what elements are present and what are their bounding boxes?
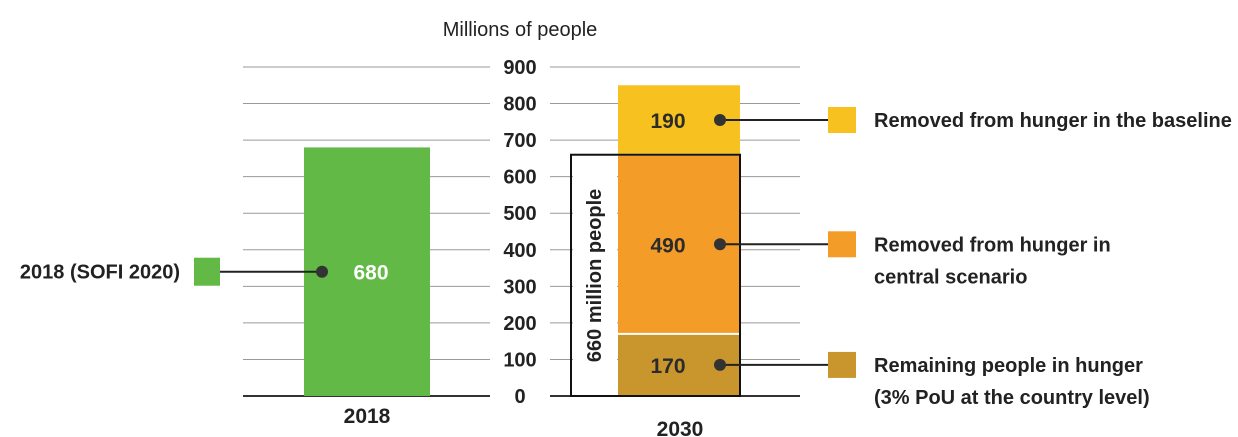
y-tick-label-300: 300 bbox=[503, 276, 536, 298]
y-tick-label-100: 100 bbox=[503, 349, 536, 371]
legend-swatch-2018-sofi-2020 bbox=[194, 257, 220, 286]
legend-connector-dot-removed-from-hunger-in-central-scenario bbox=[714, 238, 726, 251]
data-label-2030-removed-from-hunger-in-the-baseline: 190 bbox=[650, 110, 685, 133]
y-axis-ticks: 0 100 200 300 400 500 600 700 800 900 bbox=[503, 57, 536, 408]
legend-label-2018-sofi-2020: 2018 (SOFI 2020) bbox=[20, 262, 180, 284]
x-category-label-2018: 2018 bbox=[344, 405, 391, 428]
y-tick-label-400: 400 bbox=[503, 240, 536, 262]
y-tick-label-900: 900 bbox=[503, 57, 536, 79]
data-label-2030-removed-from-hunger-in-central-scenario: 490 bbox=[650, 234, 685, 257]
legend-swatch-remaining-people-in-hunger-3-pou-at-the-country-level bbox=[828, 351, 856, 378]
data-label-2018-2018-sofi-2020: 680 bbox=[353, 262, 388, 285]
y-tick-label-700: 700 bbox=[503, 130, 536, 152]
x-category-label-2030: 2030 bbox=[657, 418, 704, 437]
annotation-label: 660 million people bbox=[584, 189, 606, 362]
legend-swatch-removed-from-hunger-in-the-baseline bbox=[828, 107, 856, 134]
annotation-background bbox=[573, 155, 617, 395]
legend-connector-dot-removed-from-hunger-in-the-baseline bbox=[714, 114, 726, 127]
legend-label-remaining-people-in-hunger-3-pou-at-the-country-level: Remaining people in hunger (3% PoU at the… bbox=[874, 355, 1150, 409]
legend-label-removed-from-hunger-in-the-baseline: Removed from hunger in the baseline bbox=[874, 110, 1232, 132]
y-tick-label-200: 200 bbox=[503, 313, 536, 335]
legend-connector-dot-2018-sofi-2020 bbox=[316, 265, 328, 278]
data-label-2030-remaining-people-in-hunger-3-pou-at-the-country-level: 170 bbox=[650, 355, 685, 378]
legend: 2018 (SOFI 2020) Removed from hunger in t… bbox=[20, 107, 1232, 409]
y-tick-label-600: 600 bbox=[503, 167, 536, 189]
bars bbox=[304, 85, 740, 396]
y-tick-label-800: 800 bbox=[503, 94, 536, 116]
y-tick-label-500: 500 bbox=[503, 203, 536, 225]
x-axis-categories: 2018 2030 bbox=[344, 405, 704, 437]
segment-labels: 680 170 490 190 660 million people bbox=[353, 110, 741, 397]
y-axis-unit-label: Millions of people bbox=[443, 19, 598, 41]
annotation-bracket bbox=[570, 153, 741, 397]
legend-connector-dot-remaining-people-in-hunger-3-pou-at-the-country-level bbox=[714, 358, 726, 371]
y-tick-label-0: 0 bbox=[514, 386, 525, 408]
legend-swatch-removed-from-hunger-in-central-scenario bbox=[828, 231, 856, 258]
legend-label-removed-from-hunger-in-central-scenario: Removed from hunger in central scenario bbox=[874, 234, 1111, 288]
